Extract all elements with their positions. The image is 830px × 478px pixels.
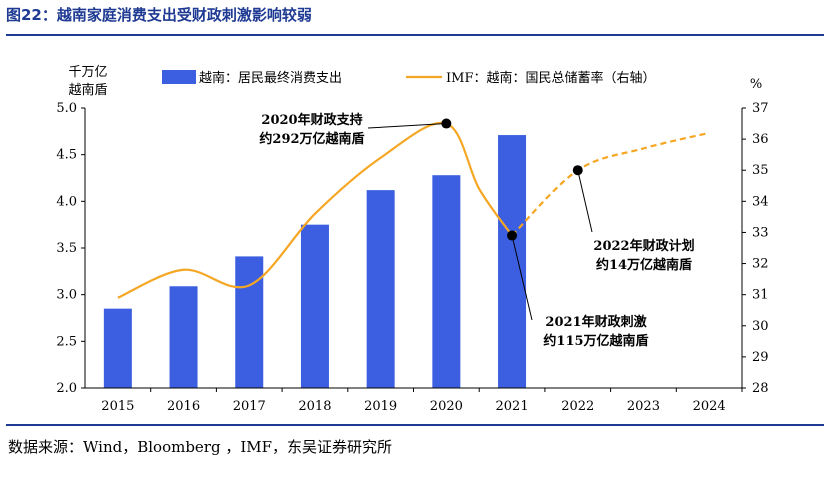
x-tick-label: 2024 [693,399,726,414]
bar-2015 [103,308,132,388]
bar-2021 [498,135,527,388]
right-tick-label: 30 [752,319,769,334]
legend-bar-label: 越南：居民最终消费支出 [199,70,342,86]
legend-bar-swatch [162,70,196,84]
right-tick-label: 36 [752,132,769,147]
annotation-marker-2020 [441,118,452,129]
figure-title: 图22：越南家庭消费支出受财政刺激影响较弱 [6,6,312,24]
annotation-marker-2021 [507,230,518,241]
legend-line-label: IMF：越南：国民总储蓄率（右轴） [446,70,655,86]
right-tick-label: 31 [752,288,769,303]
annotation-2022-line1: 2022年财政计划 [593,238,694,254]
x-tick-label: 2016 [167,399,200,414]
x-tick-label: 2020 [430,399,463,414]
right-tick-label: 37 [752,101,769,116]
annotation-2020-line2: 约292万亿越南盾 [259,131,364,147]
x-tick-label: 2015 [101,399,134,414]
left-tick-label: 2.0 [56,381,77,396]
annotation-2022-line2: 约14万亿越南盾 [596,257,692,273]
x-tick-label: 2018 [298,399,331,414]
x-tick-label: 2021 [496,399,529,414]
annotation-marker-2022 [572,165,583,176]
source-note: 数据来源：Wind，Bloomberg ，IMF，东吴证券研究所 [8,438,393,456]
bar-2016 [169,286,198,388]
right-tick-label: 33 [752,225,769,240]
annotation-leader-2022 [577,170,593,233]
left-axis-title: 越南盾 [68,82,107,98]
x-tick-label: 2019 [364,399,397,414]
left-tick-label: 2.5 [56,334,77,349]
x-tick-label: 2022 [561,399,594,414]
right-tick-label: 29 [752,350,769,365]
right-tick-label: 28 [752,381,769,396]
right-axis-title: % [750,77,762,92]
top-rule [6,34,824,36]
savings-rate-forecast-line [511,131,710,237]
annotation-leader-2021 [511,235,533,321]
annotation-2021-line1: 2021年财政刺激 [545,314,647,330]
x-tick-label: 2023 [627,399,660,414]
left-axis-title: 千万亿 [68,65,107,80]
left-tick-label: 4.5 [56,148,77,163]
right-tick-label: 32 [752,257,769,272]
left-tick-label: 4.0 [56,194,77,209]
annotation-2020-line1: 2020年财政支持 [261,112,362,128]
right-tick-label: 35 [752,163,769,178]
bar-2019 [366,190,395,388]
bar-2018 [300,224,329,388]
right-tick-label: 34 [752,194,769,209]
bar-2017 [235,256,264,388]
x-tick-label: 2017 [233,399,266,414]
savings-rate-line [117,121,513,299]
left-tick-label: 3.5 [56,241,77,256]
left-tick-label: 5.0 [56,101,77,116]
annotation-2021-line2: 约115万亿越南盾 [543,333,648,349]
left-tick-label: 3.0 [56,288,77,303]
bar-2020 [432,175,461,388]
bottom-rule [6,424,824,426]
annotation-leader-2020 [367,123,447,129]
